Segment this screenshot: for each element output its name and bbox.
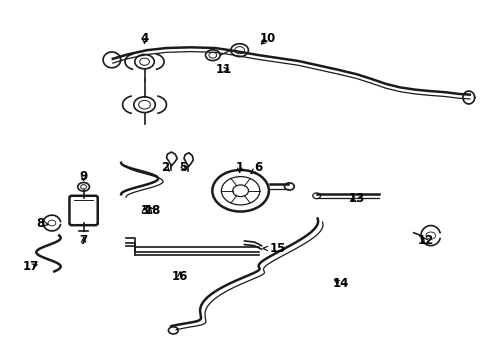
Text: 12: 12 xyxy=(417,234,433,247)
Text: 1: 1 xyxy=(235,161,243,174)
Text: 2: 2 xyxy=(161,161,169,174)
Text: 6: 6 xyxy=(250,161,262,174)
Text: 3: 3 xyxy=(140,204,148,217)
Text: 17: 17 xyxy=(23,260,39,273)
Text: 15: 15 xyxy=(263,242,285,255)
Text: 4: 4 xyxy=(140,32,148,45)
Text: 11: 11 xyxy=(216,63,232,76)
Text: 13: 13 xyxy=(348,192,364,205)
Text: 14: 14 xyxy=(332,278,348,291)
Text: 10: 10 xyxy=(259,32,275,45)
Text: 9: 9 xyxy=(80,170,87,183)
Text: 8: 8 xyxy=(37,216,48,230)
Text: 5: 5 xyxy=(179,161,187,174)
Text: 7: 7 xyxy=(80,234,87,247)
Text: 18: 18 xyxy=(144,204,161,217)
Text: 16: 16 xyxy=(172,270,188,283)
